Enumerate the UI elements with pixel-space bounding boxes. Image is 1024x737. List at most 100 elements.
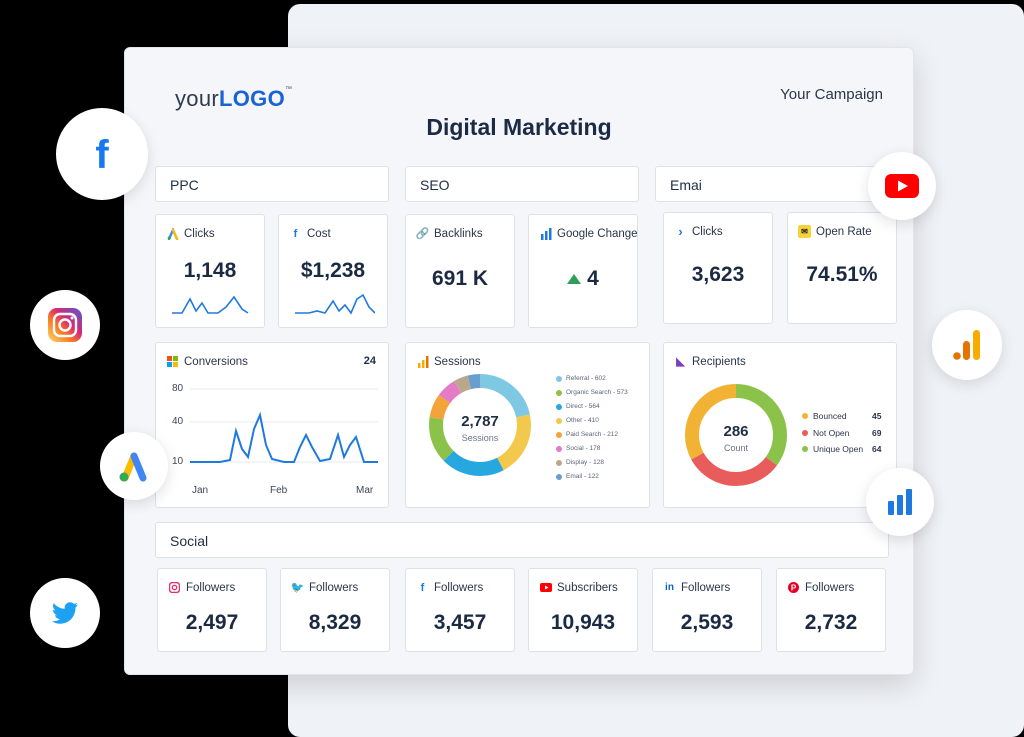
metric-value: 10,943 — [550, 611, 616, 634]
twitter-float-icon — [30, 578, 100, 648]
card-label: Google Change — [557, 227, 638, 240]
card-label: Followers — [681, 581, 731, 594]
metric-value: 691 K — [431, 267, 489, 290]
y-tick: 40 — [172, 416, 184, 427]
google-ads-icon — [166, 227, 179, 240]
sessions-total: 2,787 — [461, 413, 499, 430]
recipients-card[interactable]: ◣ Recipients 286 Count Bounced 45 Not Ope… — [663, 342, 897, 508]
brand-logo: yourLOGO™ — [175, 86, 293, 111]
metric-value: 2,593 — [680, 611, 734, 634]
legend-value: 45 — [872, 411, 882, 421]
legend-item: Social - 178 — [556, 445, 600, 452]
conversions-count: 24 — [363, 355, 376, 367]
social-card-facebook[interactable]: f Followers 3,457 — [405, 568, 515, 652]
metric-value: 8,329 — [308, 611, 362, 634]
twitter-icon: 🐦 — [290, 582, 305, 594]
card-label: Clicks — [692, 225, 723, 238]
bar-chart-float-icon — [866, 468, 934, 536]
legend-item: Unique Open — [802, 444, 863, 454]
section-email: Emai — [655, 166, 889, 202]
card-label: Followers — [434, 581, 484, 594]
x-tick: Mar — [356, 485, 374, 496]
social-card-youtube[interactable]: Subscribers 10,943 — [528, 568, 638, 652]
metric-value: 3,457 — [433, 611, 487, 634]
facebook-icon: f — [293, 227, 298, 240]
microsoft-icon — [166, 355, 179, 368]
facebook-float-icon: f — [56, 108, 148, 200]
section-ppc: PPC — [155, 166, 389, 202]
conversions-card[interactable]: Conversions 24 80 40 10 Jan Feb Mar — [155, 342, 389, 508]
recipients-icon: ◣ — [676, 356, 685, 368]
campaign-name: Your Campaign — [780, 86, 883, 103]
cursor-icon: › — [678, 224, 683, 239]
metric-value: 2,732 — [804, 611, 858, 634]
sessions-donut-chart — [429, 374, 531, 476]
metric-value: $1,238 — [300, 259, 366, 282]
instagram-icon — [168, 581, 181, 594]
legend-item: Paid Search - 212 — [556, 431, 618, 438]
mailchimp-icon: ✉ — [798, 225, 811, 238]
legend-item: Other - 410 — [556, 417, 599, 424]
card-label: Recipients — [692, 355, 746, 368]
section-social: Social — [155, 522, 889, 558]
ppc-cost-card[interactable]: f Cost $1,238 — [278, 214, 388, 328]
dashboard-report: yourLOGO™ Your Campaign Digital Marketin… — [124, 47, 914, 675]
legend-item: Direct - 564 — [556, 403, 600, 410]
sessions-card[interactable]: Sessions 2,787 Sessions Referral - 602 O… — [405, 342, 650, 508]
up-arrow-icon — [567, 274, 582, 284]
email-open-rate-card[interactable]: ✉ Open Rate 74.51% — [787, 212, 897, 324]
card-label: Conversions — [184, 355, 248, 368]
email-clicks-card[interactable]: › Clicks 3,623 — [663, 212, 773, 324]
ppc-clicks-card[interactable]: Clicks 1,148 — [155, 214, 265, 328]
seo-google-change-card[interactable]: Google Change 4 — [528, 214, 638, 328]
section-seo: SEO — [405, 166, 639, 202]
card-label: Followers — [186, 581, 236, 594]
metric-value: 4 — [587, 267, 599, 290]
svg-text:P: P — [791, 583, 797, 592]
google-analytics-float-icon — [932, 310, 1002, 380]
social-card-instagram[interactable]: Followers 2,497 — [157, 568, 267, 652]
pinterest-icon: P — [787, 581, 800, 594]
y-tick: 80 — [172, 383, 184, 394]
social-card-linkedin[interactable]: in Followers 2,593 — [652, 568, 762, 652]
page-title: Digital Marketing — [426, 114, 612, 140]
youtube-float-icon — [868, 152, 936, 220]
instagram-float-icon — [30, 290, 100, 360]
clicks-sparkline — [172, 295, 249, 314]
metric-value: 74.51% — [806, 263, 878, 286]
x-tick: Feb — [270, 485, 288, 496]
social-card-pinterest[interactable]: P Followers 2,732 — [776, 568, 886, 652]
card-label: Backlinks — [434, 227, 483, 240]
metric-value: 3,623 — [691, 263, 745, 286]
facebook-icon: f — [420, 581, 425, 594]
analytics-icon — [416, 355, 429, 368]
x-tick: Jan — [192, 485, 209, 496]
recipients-sub: Count — [723, 443, 749, 453]
card-label: Clicks — [184, 227, 215, 240]
seo-backlinks-card[interactable]: 🔗 Backlinks 691 K — [405, 214, 515, 328]
linkedin-icon: in — [665, 582, 674, 593]
legend-item: Referral - 602 — [556, 375, 606, 382]
card-label: Cost — [307, 227, 331, 240]
card-label: Open Rate — [816, 225, 872, 238]
svg-text:f: f — [95, 134, 109, 174]
card-label: Followers — [309, 581, 359, 594]
social-card-twitter[interactable]: 🐦 Followers 8,329 — [280, 568, 390, 652]
card-label: Subscribers — [557, 581, 618, 594]
metric-value: 2,497 — [185, 611, 239, 634]
recipients-donut-chart — [685, 384, 787, 486]
cost-sparkline — [295, 293, 375, 315]
conversions-line-chart — [190, 388, 378, 463]
metric-value: 1,148 — [183, 259, 237, 282]
legend-item: Display - 128 — [556, 459, 604, 466]
sessions-sub: Sessions — [461, 433, 499, 443]
legend-item: Bounced — [802, 411, 847, 421]
bar-chart-icon — [539, 227, 552, 240]
link-icon: 🔗 — [415, 228, 430, 240]
legend-item: Email - 122 — [556, 473, 599, 480]
youtube-icon — [539, 581, 552, 594]
y-tick: 10 — [172, 456, 184, 467]
legend-value: 69 — [872, 428, 882, 438]
legend-item: Organic Search - 573 — [556, 389, 628, 396]
recipients-total: 286 — [723, 423, 749, 440]
